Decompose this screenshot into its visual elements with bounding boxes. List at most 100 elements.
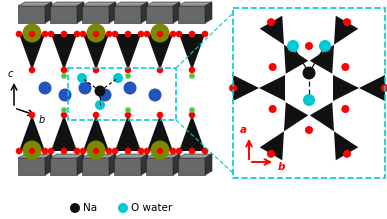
Polygon shape — [50, 154, 84, 158]
Polygon shape — [82, 158, 109, 175]
Circle shape — [144, 148, 150, 154]
Polygon shape — [82, 154, 116, 158]
Circle shape — [343, 150, 351, 158]
Polygon shape — [114, 158, 141, 175]
Circle shape — [202, 148, 208, 154]
Circle shape — [106, 31, 112, 37]
Circle shape — [42, 31, 48, 37]
Circle shape — [157, 112, 163, 118]
Circle shape — [16, 31, 22, 37]
Polygon shape — [334, 131, 358, 160]
Circle shape — [106, 148, 112, 154]
Polygon shape — [178, 158, 205, 175]
Circle shape — [22, 23, 41, 42]
Circle shape — [305, 42, 313, 50]
Polygon shape — [51, 115, 77, 151]
Circle shape — [80, 148, 86, 154]
Polygon shape — [146, 6, 173, 23]
Circle shape — [79, 81, 91, 95]
Polygon shape — [45, 154, 52, 175]
Circle shape — [144, 31, 150, 37]
Polygon shape — [19, 34, 45, 70]
Circle shape — [93, 67, 99, 73]
Polygon shape — [173, 154, 180, 175]
Circle shape — [93, 31, 99, 37]
Circle shape — [61, 112, 67, 118]
Circle shape — [176, 31, 182, 37]
Circle shape — [125, 107, 131, 113]
Circle shape — [267, 18, 275, 26]
Circle shape — [157, 148, 163, 154]
Polygon shape — [83, 34, 109, 70]
Polygon shape — [50, 158, 77, 175]
Text: b: b — [39, 115, 45, 125]
Polygon shape — [284, 102, 308, 131]
Polygon shape — [178, 2, 212, 6]
Polygon shape — [114, 154, 148, 158]
Polygon shape — [205, 154, 212, 175]
Circle shape — [93, 112, 99, 118]
Circle shape — [77, 73, 87, 83]
Polygon shape — [259, 75, 285, 101]
Circle shape — [61, 31, 67, 37]
Polygon shape — [114, 2, 148, 6]
Polygon shape — [233, 75, 259, 101]
Polygon shape — [19, 115, 45, 151]
Polygon shape — [147, 115, 173, 151]
Circle shape — [176, 148, 182, 154]
Polygon shape — [147, 34, 173, 70]
Text: b: b — [277, 162, 285, 172]
Circle shape — [123, 81, 137, 95]
Circle shape — [189, 67, 195, 73]
Circle shape — [151, 141, 170, 159]
Polygon shape — [82, 6, 109, 23]
Circle shape — [189, 107, 195, 113]
Circle shape — [189, 148, 195, 154]
Polygon shape — [260, 131, 284, 160]
Circle shape — [29, 148, 35, 154]
Circle shape — [125, 67, 131, 73]
Circle shape — [113, 73, 123, 83]
Polygon shape — [146, 154, 180, 158]
Circle shape — [125, 31, 131, 37]
Circle shape — [38, 81, 51, 95]
Circle shape — [22, 141, 41, 159]
Circle shape — [170, 148, 176, 154]
Polygon shape — [310, 45, 334, 74]
Bar — [68, 68, 176, 120]
Polygon shape — [178, 154, 212, 158]
Polygon shape — [109, 154, 116, 175]
Text: a: a — [240, 125, 247, 135]
Polygon shape — [18, 2, 52, 6]
Circle shape — [95, 100, 105, 110]
Polygon shape — [173, 2, 180, 23]
Circle shape — [157, 31, 163, 37]
Polygon shape — [334, 16, 358, 45]
Polygon shape — [51, 34, 77, 70]
Polygon shape — [77, 2, 84, 23]
Circle shape — [189, 112, 195, 118]
Polygon shape — [284, 45, 308, 74]
Polygon shape — [115, 34, 141, 70]
Polygon shape — [146, 2, 180, 6]
Circle shape — [29, 112, 35, 118]
Circle shape — [138, 148, 144, 154]
Polygon shape — [83, 115, 109, 151]
Circle shape — [343, 18, 351, 26]
Circle shape — [269, 105, 277, 113]
Circle shape — [381, 84, 387, 92]
Circle shape — [267, 150, 275, 158]
Circle shape — [118, 203, 128, 213]
Polygon shape — [18, 158, 45, 175]
Polygon shape — [50, 2, 84, 6]
Circle shape — [74, 148, 80, 154]
Circle shape — [16, 148, 22, 154]
Circle shape — [74, 31, 80, 37]
Polygon shape — [77, 154, 84, 175]
Polygon shape — [310, 102, 334, 131]
Circle shape — [112, 148, 118, 154]
Circle shape — [303, 67, 315, 79]
Polygon shape — [18, 154, 52, 158]
Polygon shape — [18, 6, 45, 23]
Polygon shape — [179, 34, 205, 70]
